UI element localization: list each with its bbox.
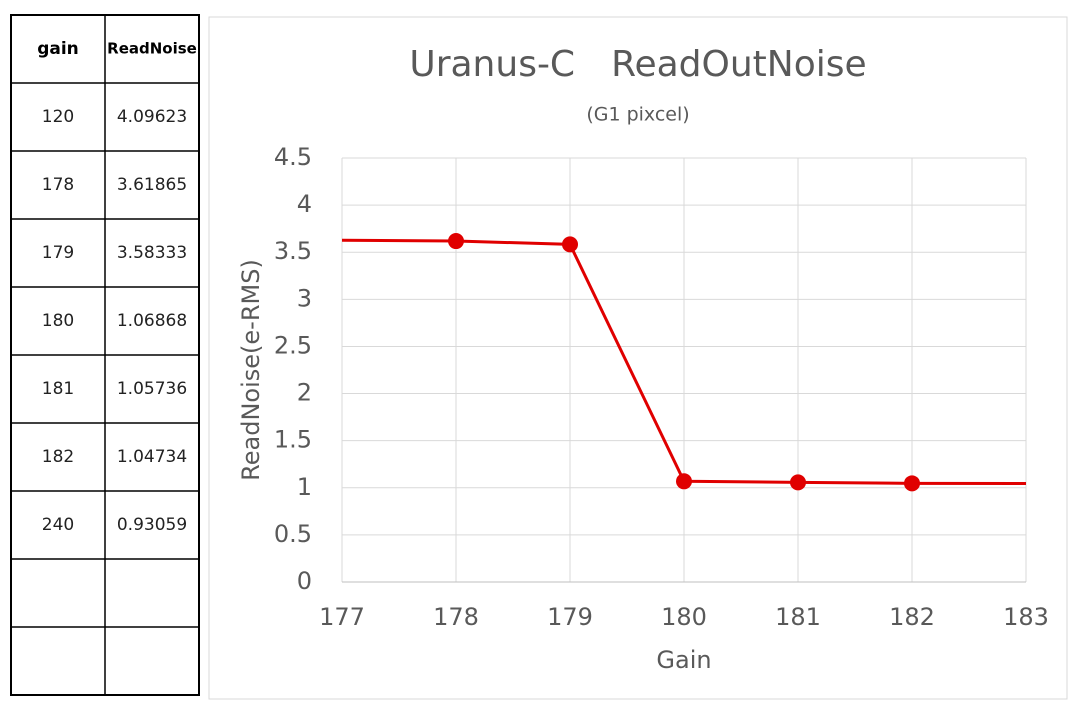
cell: 182 <box>42 447 74 467</box>
cell: 1.06868 <box>117 311 187 331</box>
chart-area <box>208 16 1068 700</box>
y-tick-label: 3 <box>297 284 312 312</box>
y-tick-label: 2.5 <box>274 331 312 359</box>
x-axis-label: Gain <box>656 646 711 674</box>
data-point <box>562 236 578 253</box>
y-tick-label: 0 <box>297 567 312 595</box>
cell: 240 <box>42 515 74 535</box>
x-tick-label: 180 <box>661 603 707 631</box>
y-tick-label: 0.5 <box>274 520 312 548</box>
cell: 1.05736 <box>117 379 187 399</box>
y-tick-label: 4.5 <box>274 143 312 171</box>
y-tick-label: 3.5 <box>274 237 312 265</box>
x-tick-label: 181 <box>775 603 821 631</box>
cell: 178 <box>42 175 74 195</box>
cell: 3.58333 <box>117 243 187 263</box>
data-point <box>904 475 920 492</box>
cell: 180 <box>42 311 74 331</box>
y-tick-label: 1 <box>297 473 312 501</box>
chart-subtitle: (G1 pixcel) <box>586 104 689 126</box>
y-axis-label: ReadNoise(e-RMS) <box>237 259 265 481</box>
header-cell: gain <box>37 39 79 59</box>
plot: 0 0.5 1 1.5 2 2.5 3 3.5 4 4.5 177 178 179 180 181 182 18… <box>274 143 1049 631</box>
data-point <box>790 474 806 491</box>
x-tick-label: 178 <box>433 603 479 631</box>
cell: 3.61865 <box>117 175 187 195</box>
x-tick-label: 183 <box>1003 603 1049 631</box>
cell: 4.09623 <box>117 107 187 127</box>
y-tick-label: 1.5 <box>274 426 312 454</box>
cell: 181 <box>42 379 74 399</box>
x-tick-label: 177 <box>319 603 365 631</box>
cell: 120 <box>42 107 74 127</box>
cell: 179 <box>42 243 74 263</box>
plot-clip <box>342 233 1026 492</box>
y-tick-label: 4 <box>297 190 312 218</box>
data-point <box>676 473 692 490</box>
header-cell: ReadNoise <box>107 40 197 58</box>
cell: 0.93059 <box>117 515 187 535</box>
x-tick-label: 182 <box>889 603 935 631</box>
chart-title: Uranus-C ReadOutNoise <box>409 44 866 85</box>
data-point <box>448 233 464 250</box>
x-tick-label: 179 <box>547 603 593 631</box>
cell: 1.04734 <box>117 447 187 467</box>
y-tick-label: 2 <box>297 379 312 407</box>
table: gain ReadNoise 120 4.09623 178 3.61865 179 3.58… <box>10 14 200 696</box>
